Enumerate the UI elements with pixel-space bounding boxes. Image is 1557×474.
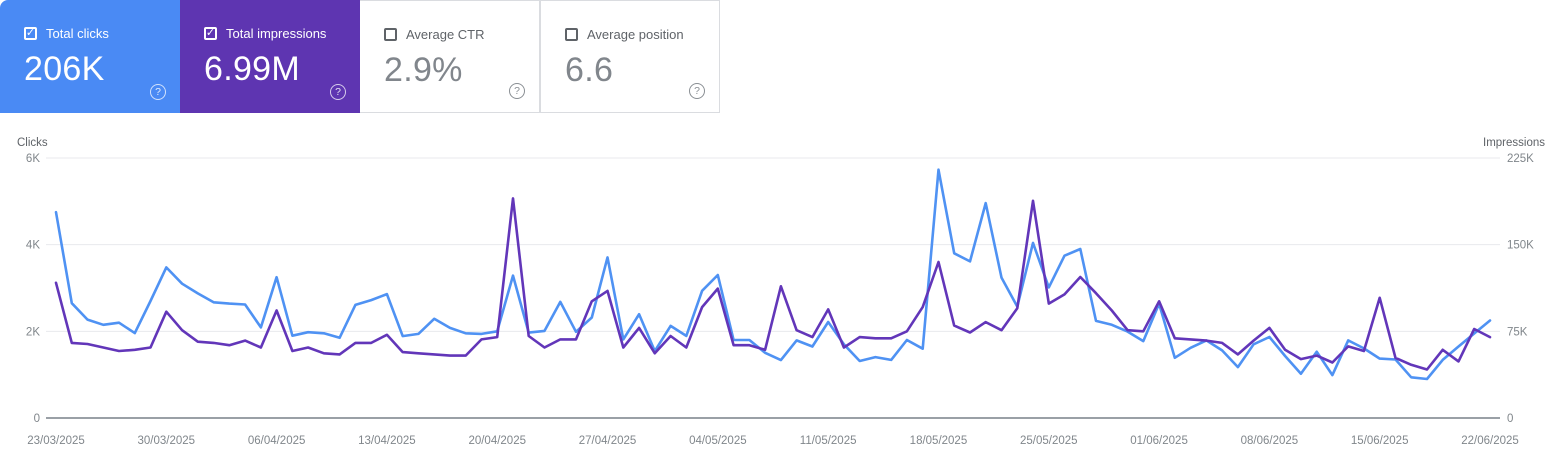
left-axis-title: Clicks bbox=[17, 137, 48, 149]
x-tick-label: 04/05/2025 bbox=[689, 435, 747, 447]
right-tick-label: 75K bbox=[1507, 326, 1528, 338]
x-tick-label: 23/03/2025 bbox=[27, 435, 85, 447]
right-axis-title: Impressions bbox=[1483, 137, 1545, 149]
x-tick-label: 06/04/2025 bbox=[248, 435, 306, 447]
average-position-checkbox[interactable] bbox=[565, 28, 578, 41]
left-tick-label: 4K bbox=[26, 240, 40, 252]
total-clicks-label: Total clicks bbox=[46, 26, 109, 41]
right-tick-label: 0 bbox=[1507, 413, 1513, 425]
card-average-ctr-header: Average CTR bbox=[384, 27, 539, 42]
help-icon[interactable]: ? bbox=[150, 84, 166, 100]
total-impressions-value: 6.99M bbox=[204, 50, 300, 88]
metric-cards: ✓ Total clicks 206K ? ✓ Total impression… bbox=[0, 0, 720, 113]
average-position-value: 6.6 bbox=[565, 51, 614, 89]
total-clicks-value: 206K bbox=[24, 50, 105, 88]
x-tick-label: 22/06/2025 bbox=[1461, 435, 1519, 447]
x-tick-label: 15/06/2025 bbox=[1351, 435, 1409, 447]
x-tick-label: 01/06/2025 bbox=[1130, 435, 1188, 447]
x-tick-label: 30/03/2025 bbox=[138, 435, 196, 447]
card-average-ctr[interactable]: Average CTR 2.9% ? bbox=[360, 0, 540, 113]
total-impressions-checkbox[interactable]: ✓ bbox=[204, 27, 217, 40]
average-position-label: Average position bbox=[587, 27, 684, 42]
average-ctr-label: Average CTR bbox=[406, 27, 485, 42]
card-average-position-header: Average position bbox=[565, 27, 719, 42]
left-tick-label: 2K bbox=[26, 326, 40, 338]
x-tick-label: 18/05/2025 bbox=[910, 435, 968, 447]
average-ctr-checkbox[interactable] bbox=[384, 28, 397, 41]
total-clicks-checkbox[interactable]: ✓ bbox=[24, 27, 37, 40]
help-icon[interactable]: ? bbox=[509, 83, 525, 99]
x-tick-label: 08/06/2025 bbox=[1241, 435, 1299, 447]
right-tick-label: 150K bbox=[1507, 240, 1534, 252]
x-tick-label: 11/05/2025 bbox=[800, 435, 857, 447]
card-total-impressions[interactable]: ✓ Total impressions 6.99M ? bbox=[180, 0, 360, 113]
help-icon[interactable]: ? bbox=[330, 84, 346, 100]
x-tick-label: 13/04/2025 bbox=[358, 435, 416, 447]
total-impressions-label: Total impressions bbox=[226, 26, 327, 41]
help-icon[interactable]: ? bbox=[689, 83, 705, 99]
right-tick-label: 225K bbox=[1507, 153, 1534, 165]
impressions-line bbox=[54, 197, 1492, 371]
card-total-impressions-header: ✓ Total impressions bbox=[204, 26, 360, 41]
x-tick-label: 27/04/2025 bbox=[579, 435, 637, 447]
clicks-line bbox=[54, 168, 1492, 381]
average-ctr-value: 2.9% bbox=[384, 51, 463, 89]
x-tick-label: 25/05/2025 bbox=[1020, 435, 1078, 447]
left-tick-label: 6K bbox=[26, 153, 40, 165]
left-tick-label: 0 bbox=[34, 413, 40, 425]
x-tick-label: 20/04/2025 bbox=[468, 435, 526, 447]
card-total-clicks-header: ✓ Total clicks bbox=[24, 26, 180, 41]
card-total-clicks[interactable]: ✓ Total clicks 206K ? bbox=[0, 0, 180, 113]
card-average-position[interactable]: Average position 6.6 ? bbox=[540, 0, 720, 113]
